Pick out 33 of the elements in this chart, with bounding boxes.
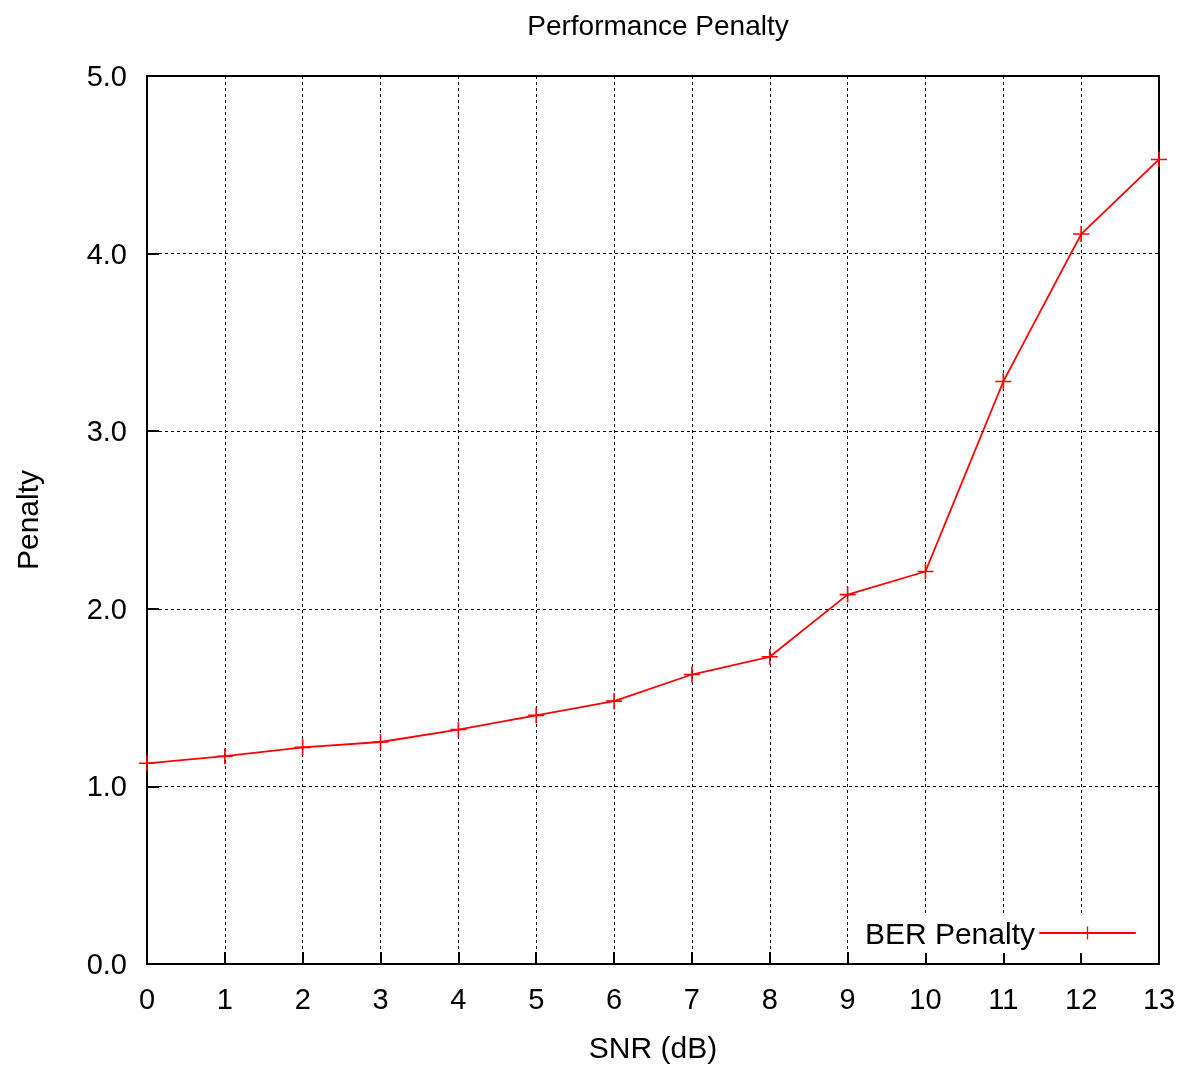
legend-label: BER Penalty <box>864 916 1035 950</box>
y-tick-label: 0.0 <box>86 948 127 980</box>
point <box>1073 226 1090 243</box>
x-tick-label: 6 <box>606 982 623 1015</box>
point <box>606 693 623 710</box>
y-tick-label: 3.0 <box>86 415 127 448</box>
x-tick-label: 0 <box>138 982 156 1015</box>
y-tick-label: 2.0 <box>86 592 127 625</box>
x-tick-label: 2 <box>294 982 311 1015</box>
x-tick-label: 11 <box>988 982 1019 1015</box>
point <box>528 707 545 724</box>
point <box>216 748 233 765</box>
x-tick-label: 9 <box>839 982 856 1015</box>
y-tick-label: 4.0 <box>86 237 127 270</box>
x-tick-label: 7 <box>683 982 700 1015</box>
x-axis-title: SNR (dB) <box>588 1030 718 1064</box>
y-tick-label: 5.0 <box>86 60 127 92</box>
x-tick-label: 13 <box>1142 982 1176 1015</box>
x-tick-label: 1 <box>216 982 233 1015</box>
y-tick-label: 1.0 <box>86 770 127 803</box>
x-tick-label: 10 <box>909 982 942 1015</box>
y-axis-title: Penalty <box>10 469 44 571</box>
point <box>761 648 778 665</box>
x-tick-label: 12 <box>1065 982 1098 1015</box>
chart-title: Performance Penalty <box>527 9 789 41</box>
x-tick-label: 5 <box>528 982 545 1015</box>
point <box>139 755 155 772</box>
x-tick-label: 8 <box>761 982 778 1015</box>
x-tick-label: 4 <box>450 982 467 1015</box>
point <box>372 734 389 750</box>
point <box>1151 151 1167 168</box>
x-tick-label: 3 <box>372 982 389 1015</box>
point <box>683 666 700 683</box>
